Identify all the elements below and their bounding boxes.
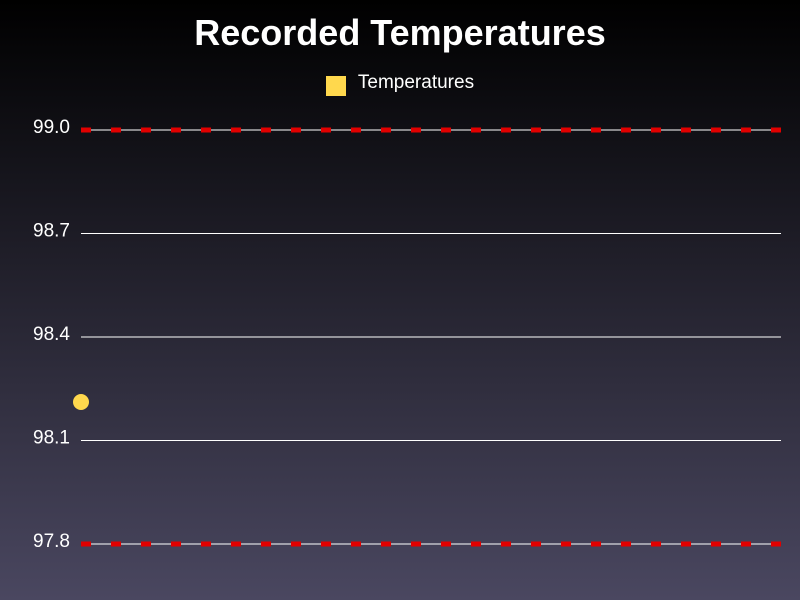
- legend-label: Temperatures: [357, 72, 475, 93]
- chart-title: Recorded Temperatures: [194, 12, 606, 53]
- data-points: [73, 394, 89, 410]
- y-tick-label: 99.0: [33, 117, 70, 138]
- y-tick-label: 98.7: [33, 221, 70, 242]
- y-tick-label: 98.4: [33, 324, 70, 345]
- y-tick-labels: 97.8 98.1 98.4 98.7 99.0: [33, 117, 70, 552]
- y-tick-label: 98.1: [33, 428, 70, 449]
- y-tick-label: 97.8: [33, 531, 70, 552]
- legend: Temperatures: [0, 70, 800, 96]
- data-point: [73, 394, 89, 410]
- grid-lines: [81, 129, 781, 545]
- legend-swatch: [325, 76, 346, 96]
